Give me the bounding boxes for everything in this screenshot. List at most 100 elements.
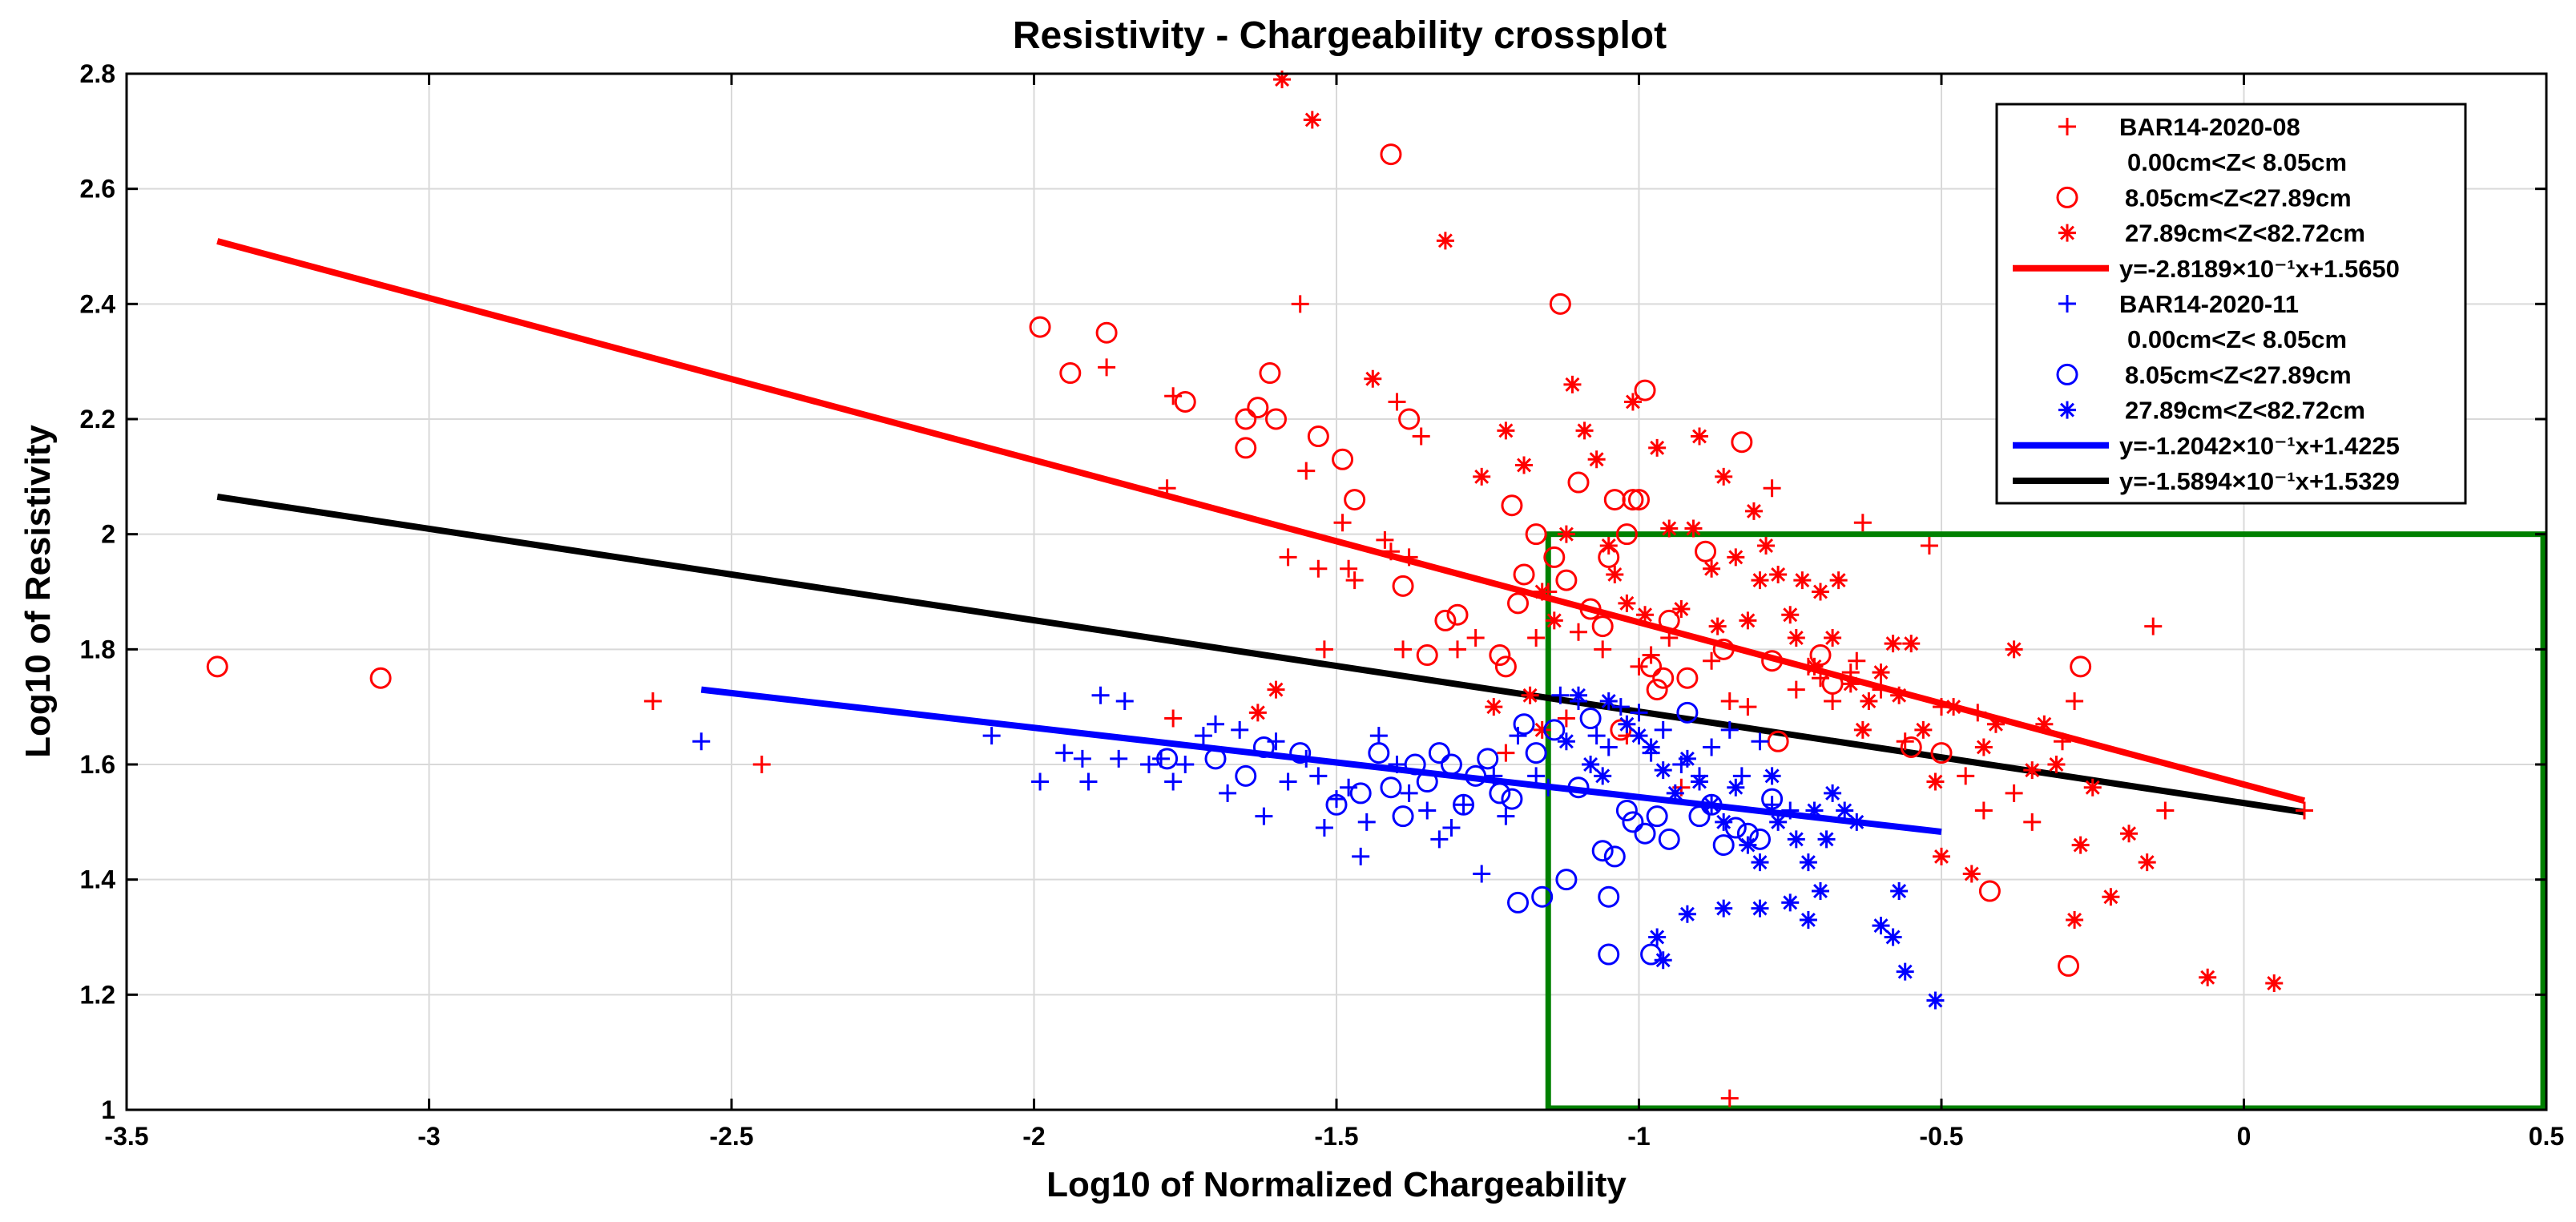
data-point-star xyxy=(1884,928,1902,946)
y-axis-label: Log10 of Resistivity xyxy=(18,425,58,758)
data-point-plus xyxy=(2144,617,2163,635)
x-tick-label: -2 xyxy=(1022,1122,1045,1151)
data-point-plus xyxy=(1824,692,1842,710)
data-point-star xyxy=(1805,657,1824,676)
data-point-plus xyxy=(1454,796,1473,814)
data-point-circle xyxy=(1465,764,1487,787)
data-point-plus xyxy=(1345,571,1364,590)
legend-marker-star xyxy=(2058,224,2076,242)
data-point-star xyxy=(1896,962,1914,981)
data-point-star xyxy=(1708,617,1727,635)
data-point-star xyxy=(1787,628,1805,647)
data-point-circle xyxy=(1289,742,1312,764)
data-point-plus xyxy=(1098,358,1116,377)
y-tick-label: 1 xyxy=(101,1095,115,1124)
fit-line xyxy=(216,494,2305,816)
data-point-circle xyxy=(1731,431,1753,454)
data-point-plus xyxy=(1164,772,1183,791)
data-point-star xyxy=(1884,635,1902,653)
data-point-circle xyxy=(1204,748,1227,770)
data-point-star xyxy=(1703,796,1721,814)
data-point-star xyxy=(1267,680,1285,699)
data-point-plus xyxy=(1781,801,1800,820)
data-point-circle xyxy=(1622,489,1644,511)
data-point-circle xyxy=(1809,644,1832,667)
data-point-star xyxy=(1648,438,1667,457)
data-point-circle xyxy=(1598,943,1620,966)
data-point-plus xyxy=(1381,542,1400,561)
data-point-plus xyxy=(1194,727,1212,745)
data-point-plus xyxy=(1279,548,1297,567)
data-point-star xyxy=(2066,910,2084,929)
data-point-plus xyxy=(1957,767,1975,785)
data-point-plus xyxy=(1309,767,1328,785)
data-point-circle xyxy=(1555,869,1578,891)
data-point-circle xyxy=(1930,742,1953,764)
x-tick-label: -0.5 xyxy=(1919,1122,1963,1151)
data-point-star xyxy=(1618,594,1636,612)
data-point-star xyxy=(1799,910,1817,929)
data-point-plus xyxy=(1587,727,1606,745)
data-point-star xyxy=(1872,663,1890,682)
data-point-star xyxy=(1654,761,1672,780)
data-point-star xyxy=(1751,899,1769,918)
data-point-star xyxy=(2047,756,2066,773)
legend-marker-circle xyxy=(2056,186,2078,208)
data-point-plus xyxy=(1418,801,1437,820)
data-point-star xyxy=(1799,853,1817,872)
data-point-plus xyxy=(1442,819,1461,837)
legend-entry: BAR14-2020-08 xyxy=(2119,113,2300,141)
data-point-plus xyxy=(1333,514,1352,532)
data-point-circle xyxy=(1634,822,1656,845)
data-point-circle xyxy=(1156,748,1179,770)
data-point-star xyxy=(1914,720,1933,739)
data-point-star xyxy=(1557,525,1575,543)
data-point-circle xyxy=(1235,408,1257,430)
data-point-star xyxy=(1727,778,1745,797)
data-point-circle xyxy=(1489,644,1511,667)
data-point-star xyxy=(2120,825,2139,843)
data-point-plus xyxy=(2005,784,2023,802)
data-point-plus xyxy=(1031,772,1050,791)
data-point-plus xyxy=(1400,784,1418,802)
data-point-star xyxy=(1485,698,1503,716)
data-point-circle xyxy=(1615,523,1638,546)
data-point-plus xyxy=(2054,732,2071,751)
legend-entry: y=-1.5894×10⁻¹x+1.5329 xyxy=(2119,467,2400,495)
data-point-star xyxy=(1739,836,1757,854)
data-point-circle xyxy=(1349,782,1372,805)
data-point-star xyxy=(1515,456,1534,474)
data-point-plus xyxy=(1473,865,1491,883)
data-point-circle xyxy=(1610,719,1632,741)
y-tick-label: 1.4 xyxy=(80,865,116,894)
data-point-plus xyxy=(1739,698,1757,716)
y-tick-label: 2.8 xyxy=(80,59,115,88)
data-point-plus xyxy=(1055,744,1074,762)
data-point-star xyxy=(1557,732,1575,751)
data-point-circle xyxy=(1174,390,1196,413)
legend-marker-circle xyxy=(2056,363,2078,385)
data-point-plus xyxy=(1400,548,1418,567)
data-point-circle xyxy=(1567,776,1590,799)
data-point-circle xyxy=(1440,753,1462,776)
data-point-star xyxy=(1715,467,1733,486)
data-point-star xyxy=(2265,974,2284,992)
legend-marker-plus xyxy=(2058,295,2076,313)
x-tick-label: -1 xyxy=(1627,1122,1650,1151)
y-tick-label: 2.4 xyxy=(80,289,116,318)
data-point-star xyxy=(1986,715,2005,733)
data-point-circle xyxy=(1513,713,1535,736)
data-point-circle xyxy=(1543,546,1566,568)
legend-entry: 27.89cm<Z<82.72cm xyxy=(2125,220,2365,248)
data-point-plus xyxy=(2156,801,2175,820)
legend-entry: 0.00cm<Z< 8.05cm xyxy=(2127,148,2347,176)
data-point-plus xyxy=(1720,692,1739,710)
data-point-star xyxy=(1781,893,1800,912)
data-point-circle xyxy=(1700,793,1723,816)
legend-entry: BAR14-2020-11 xyxy=(2119,290,2299,318)
data-point-star xyxy=(1273,71,1292,89)
data-point-star xyxy=(1824,784,1842,802)
data-point-plus xyxy=(1974,801,1993,820)
data-point-circle xyxy=(1477,748,1499,770)
